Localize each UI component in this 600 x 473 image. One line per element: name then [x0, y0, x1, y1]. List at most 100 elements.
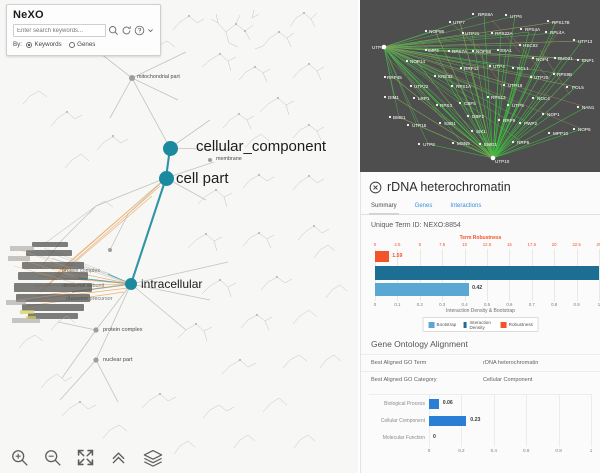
close-circle-icon[interactable] [369, 181, 382, 194]
legend-label: Robustness [508, 322, 533, 327]
go-row-term: Best Aligned GO Term rDNA heterochromati… [361, 354, 600, 371]
tree-label-intracellular: intracellular [141, 277, 203, 291]
bar-robustness-value: 1.59 [392, 253, 403, 259]
chart1-legend-item[interactable]: Robustness [500, 321, 533, 328]
chart1-top-tick: 7.5 [439, 242, 446, 247]
info-tabs[interactable]: Summary Genes Interactions [361, 198, 600, 215]
chart1-top-tick: 25 [596, 242, 600, 247]
search-by-label: By: [13, 41, 22, 48]
chart2-category-label: Cellular Component [380, 418, 425, 424]
chart2-bar-value: 0.23 [470, 417, 481, 423]
chart2-bar [429, 399, 439, 409]
robustness-bootstrap-chart: Term Robustness 0 2.5 5 7.5 10 12.5 15 17.5 20 22… [369, 235, 600, 332]
tree-node-intracellular[interactable] [125, 278, 137, 290]
gene-label: RRP9 [503, 118, 516, 123]
collapse-icon[interactable] [109, 448, 128, 467]
search-row[interactable] [13, 24, 154, 37]
chart2-gridline [493, 395, 495, 447]
tree-node-cellular-component[interactable] [163, 141, 178, 156]
page-title: rDNA heterochromatin [387, 180, 511, 194]
chart1-legend-item[interactable]: Interaction Density [463, 320, 493, 330]
chart2-row: Biological Process 0.06 [369, 396, 592, 412]
tab-genes[interactable]: Genes [414, 203, 433, 209]
search-by-row[interactable]: By: Keywords Genes [13, 41, 154, 48]
search-input[interactable] [13, 24, 106, 37]
gene-label: DBP2 [472, 114, 484, 119]
radio-genes-dot[interactable] [68, 41, 75, 48]
zoom-out-icon[interactable] [43, 448, 62, 467]
gene-label: ENP1 [582, 58, 594, 63]
gene-label: NOP14 [410, 59, 426, 64]
zoom-in-icon[interactable] [10, 448, 29, 467]
tree-label-ribosome-precursor: ribosome precursor [66, 296, 113, 302]
unique-term-id: Unique Term ID: NEXO:8854 [371, 222, 461, 229]
gene-label: RRP45 [387, 75, 402, 80]
gene-label: MSN5 [457, 141, 470, 146]
ontology-tree-canvas[interactable] [0, 0, 358, 473]
gene-network-canvas[interactable]: RPS8A UTP6 UTP7 RPS17B NOP56 UTP21 RPS22A RPS4A… [360, 0, 600, 172]
biological-process-title: Biological Process [361, 464, 600, 473]
gene-label: UTP4 [493, 64, 505, 69]
gene-label: PWP2 [524, 121, 537, 126]
search-icon[interactable] [108, 25, 119, 36]
chart1-top-tick: 5 [418, 242, 422, 247]
ontology-tree-panel[interactable]: cellular_component cell part intracellul… [0, 0, 358, 473]
gene-label: UTP15 [412, 123, 427, 128]
gene-label: RPL4A [550, 30, 565, 35]
chart1-bottom-tick: 0.4 [461, 302, 468, 307]
radio-keywords-dot[interactable] [25, 41, 32, 48]
tree-label-cellular-component: cellular_component [196, 138, 327, 155]
chart1-top-tick: 10 [462, 242, 468, 247]
gene-label: RRP12 [464, 66, 479, 71]
chart2-row: Molecular Function 0 [369, 430, 592, 446]
radio-genes[interactable]: Genes [68, 41, 96, 48]
radio-keywords-label: Keywords [34, 41, 62, 48]
chart2-tick: 0.6 [522, 448, 530, 453]
go-row-term-key: Best Aligned GO Term [371, 360, 427, 366]
tree-label-cell-part: cell part [176, 170, 229, 187]
chart1-top-tick: 20 [551, 242, 557, 247]
chart1-bottom-tick: 0.2 [416, 302, 423, 307]
gene-label: LRP1 [418, 96, 430, 101]
chevron-down-icon[interactable] [147, 25, 154, 36]
help-icon[interactable] [134, 25, 145, 36]
layers-icon[interactable] [142, 448, 164, 467]
gene-label: UTP8 [423, 142, 435, 147]
gene-label: HSC82 [523, 43, 538, 48]
gene-label: UTP9 [372, 45, 384, 50]
term-info-panel[interactable]: rDNA heterochromatin Summary Genes Inter… [360, 172, 600, 473]
search-panel[interactable]: NeXO [6, 4, 161, 56]
gene-interaction-network[interactable]: RPS8A UTP6 UTP7 RPS17B NOP56 UTP21 RPS22A RPS4A… [360, 0, 600, 172]
tab-interactions[interactable]: Interactions [450, 203, 482, 209]
fit-screen-icon[interactable] [76, 448, 95, 467]
tree-node-cell-part[interactable] [159, 171, 174, 186]
gene-label: RRP5 [517, 140, 530, 145]
reset-icon[interactable] [121, 25, 132, 36]
chart2-gridline [558, 395, 560, 447]
tab-summary[interactable]: Summary [369, 198, 399, 215]
app-title: NeXO [13, 9, 44, 21]
tree-label-nuclear-part: nuclear part [103, 357, 133, 363]
chart1-legend[interactable]: Bootstrap Interaction Density Robustness [422, 317, 539, 332]
radio-genes-label: Genes [77, 41, 96, 48]
tree-toolbar[interactable] [0, 441, 358, 473]
chart1-bottom-tick: 0.1 [394, 302, 401, 307]
chart1-title: Term Robustness [459, 235, 502, 241]
chart2-tick: 0.8 [555, 448, 562, 453]
gene-label: RPS22A [495, 31, 514, 36]
chart2-bar-track: 0.23 [429, 413, 592, 429]
gene-label: SSA1 [500, 48, 512, 53]
legend-swatch [463, 321, 467, 328]
chart1-legend-item[interactable]: Bootstrap [428, 321, 456, 328]
chart1-bottom-tick: 0.9 [573, 302, 580, 307]
gene-label: RCL1 [517, 66, 529, 71]
chart2-bar-track: 0 [429, 430, 592, 446]
chart1-top-tick: 12.5 [482, 242, 492, 247]
chart2-tick: 1 [589, 448, 593, 453]
chart2-row: Cellular Component 0.23 [369, 413, 592, 429]
radio-keywords[interactable]: Keywords [25, 41, 62, 48]
gene-label: DIM1 [388, 95, 399, 100]
chart1-bottom-tick: 0.5 [483, 302, 491, 307]
tree-label-ribosomal-subunit: ribosomal subunit [62, 283, 105, 289]
gene-label: IMP3 [428, 48, 439, 53]
